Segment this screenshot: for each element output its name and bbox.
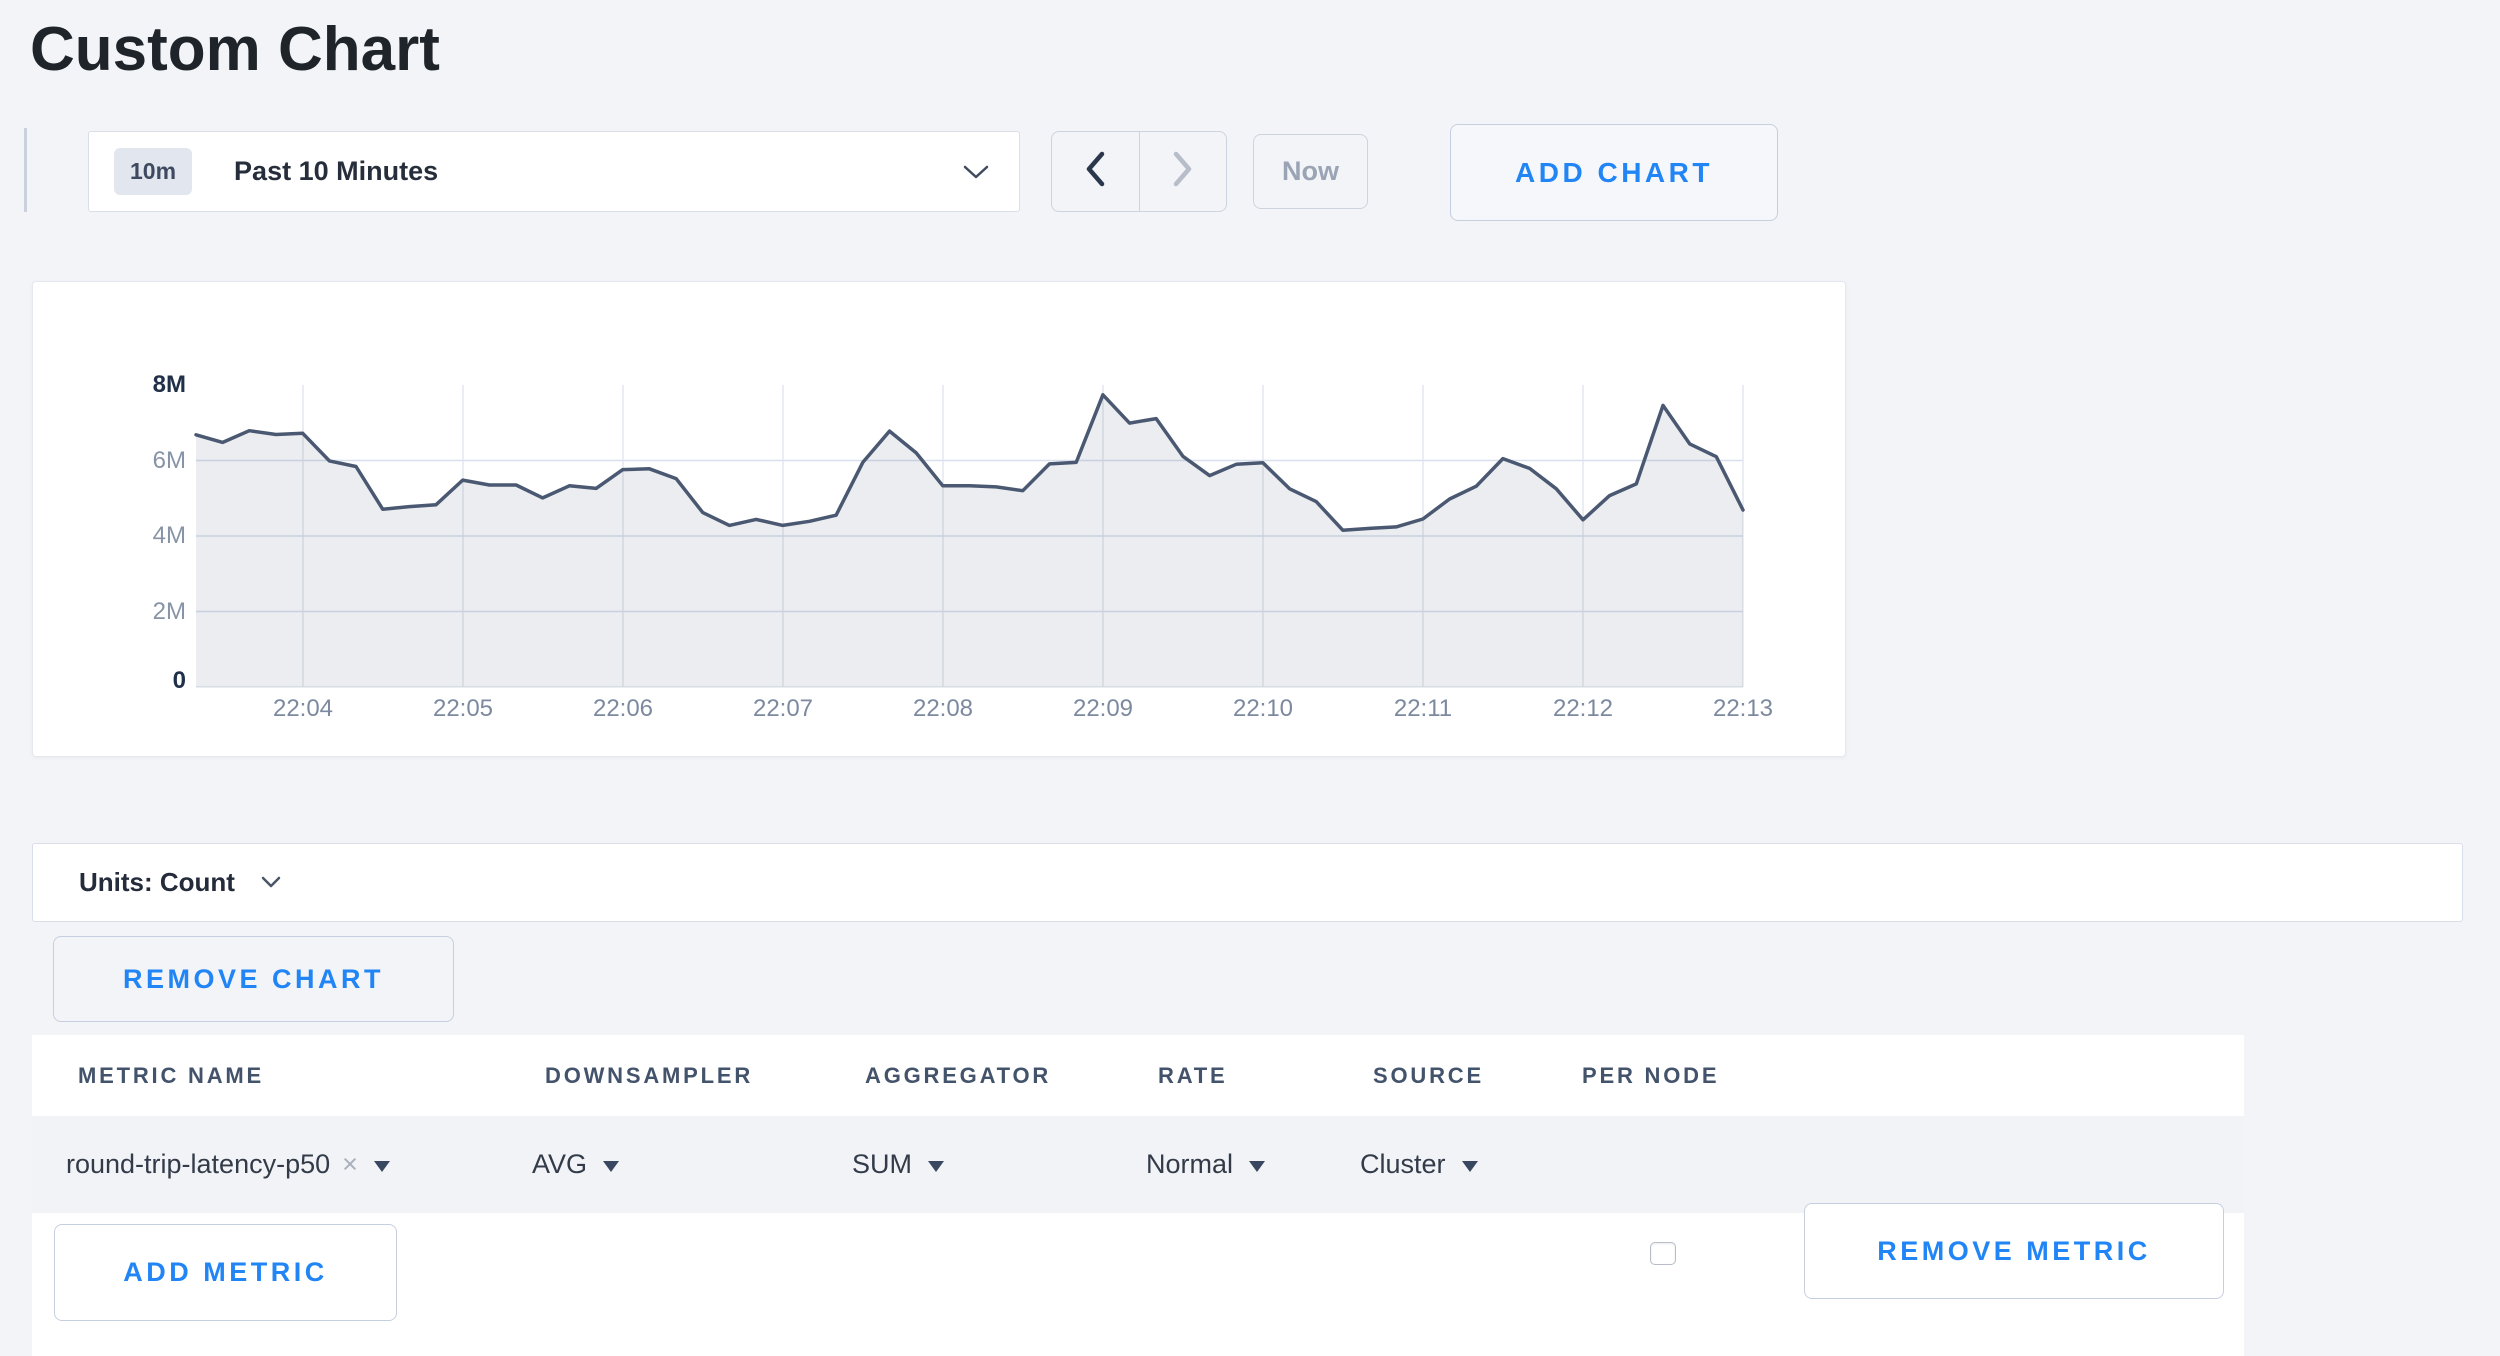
y-tick-label: 2M — [152, 597, 186, 625]
col-downsampler: DOWNSAMPLER — [545, 1063, 754, 1088]
x-tick-label: 22:07 — [752, 695, 814, 722]
metrics-table-header: METRIC NAME DOWNSAMPLER AGGREGATOR RATE … — [32, 1035, 2244, 1116]
x-tick-label: 22:11 — [1393, 695, 1453, 722]
chevron-right-icon — [1172, 151, 1194, 192]
metric-chart-card: 8M 6M 4M 2M 0 22:04 22:05 22:06 22:07 22:08 22:09… — [32, 281, 1846, 757]
add-metric-button[interactable]: ADD METRIC — [54, 1224, 397, 1321]
col-aggregator: AGGREGATOR — [865, 1063, 1052, 1088]
chevron-down-icon — [261, 876, 281, 889]
col-rate: RATE — [1158, 1063, 1228, 1088]
chevron-down-icon — [963, 164, 989, 180]
caret-down-icon — [928, 1161, 944, 1172]
col-source: SOURCE — [1373, 1063, 1484, 1088]
add-chart-button[interactable]: ADD CHART — [1450, 124, 1778, 221]
metric-name-dropdown[interactable]: round-trip-latency-p50 × — [66, 1116, 390, 1213]
downsampler-value: AVG — [532, 1149, 588, 1179]
rate-dropdown[interactable]: Normal — [1146, 1116, 1266, 1213]
source-value: Cluster — [1360, 1149, 1446, 1179]
caret-down-icon — [373, 1161, 390, 1172]
x-tick-label: 22:10 — [1232, 695, 1294, 722]
x-tick-label: 22:13 — [1712, 695, 1774, 722]
time-range-badge: 10m — [114, 148, 193, 195]
metric-name-value: round-trip-latency-p50 — [66, 1149, 331, 1179]
x-tick-label: 22:12 — [1552, 695, 1614, 722]
y-tick-label: 6M — [152, 446, 186, 474]
y-tick-label: 4M — [152, 522, 186, 549]
accent-line — [24, 128, 27, 212]
time-range-label: Past 10 Minutes — [234, 156, 439, 186]
caret-down-icon — [1461, 1161, 1478, 1172]
source-dropdown[interactable]: Cluster — [1360, 1116, 1478, 1213]
col-per-node: PER NODE — [1582, 1063, 1720, 1088]
y-tick-label: 0 — [172, 667, 186, 694]
units-label: Units: Count — [79, 867, 235, 897]
time-back-button[interactable] — [1052, 132, 1139, 211]
caret-down-icon — [1249, 1161, 1266, 1172]
downsampler-dropdown[interactable]: AVG — [532, 1116, 620, 1213]
x-tick-label: 22:09 — [1072, 695, 1134, 722]
chevron-left-icon — [1084, 151, 1106, 192]
clear-metric-icon[interactable]: × — [342, 1149, 358, 1179]
x-tick-label: 22:05 — [432, 695, 494, 722]
aggregator-dropdown[interactable]: SUM — [852, 1116, 944, 1213]
units-dropdown[interactable]: Units: Count — [32, 843, 2463, 922]
aggregator-value: SUM — [852, 1149, 912, 1179]
rate-value: Normal — [1146, 1149, 1234, 1179]
col-metric-name: METRIC NAME — [78, 1063, 265, 1088]
remove-metric-button[interactable]: REMOVE METRIC — [1804, 1203, 2224, 1299]
time-nav-group — [1051, 131, 1227, 212]
time-range-dropdown[interactable]: 10m Past 10 Minutes — [88, 131, 1020, 212]
time-forward-button[interactable] — [1138, 132, 1227, 211]
metric-row: round-trip-latency-p50 × AVG SUM Normal … — [32, 1116, 2244, 1299]
caret-down-icon — [603, 1161, 620, 1172]
y-tick-label: 8M — [152, 371, 186, 398]
area-chart[interactable] — [33, 282, 1847, 758]
metrics-table: METRIC NAME DOWNSAMPLER AGGREGATOR RATE … — [32, 1035, 2244, 1356]
per-node-checkbox[interactable] — [1650, 1242, 1676, 1265]
page-title: Custom Chart — [30, 15, 440, 84]
x-tick-label: 22:06 — [592, 695, 654, 722]
now-button[interactable]: Now — [1253, 134, 1368, 209]
remove-chart-button[interactable]: REMOVE CHART — [53, 936, 454, 1022]
x-tick-label: 22:04 — [272, 695, 334, 722]
x-tick-label: 22:08 — [912, 695, 974, 722]
